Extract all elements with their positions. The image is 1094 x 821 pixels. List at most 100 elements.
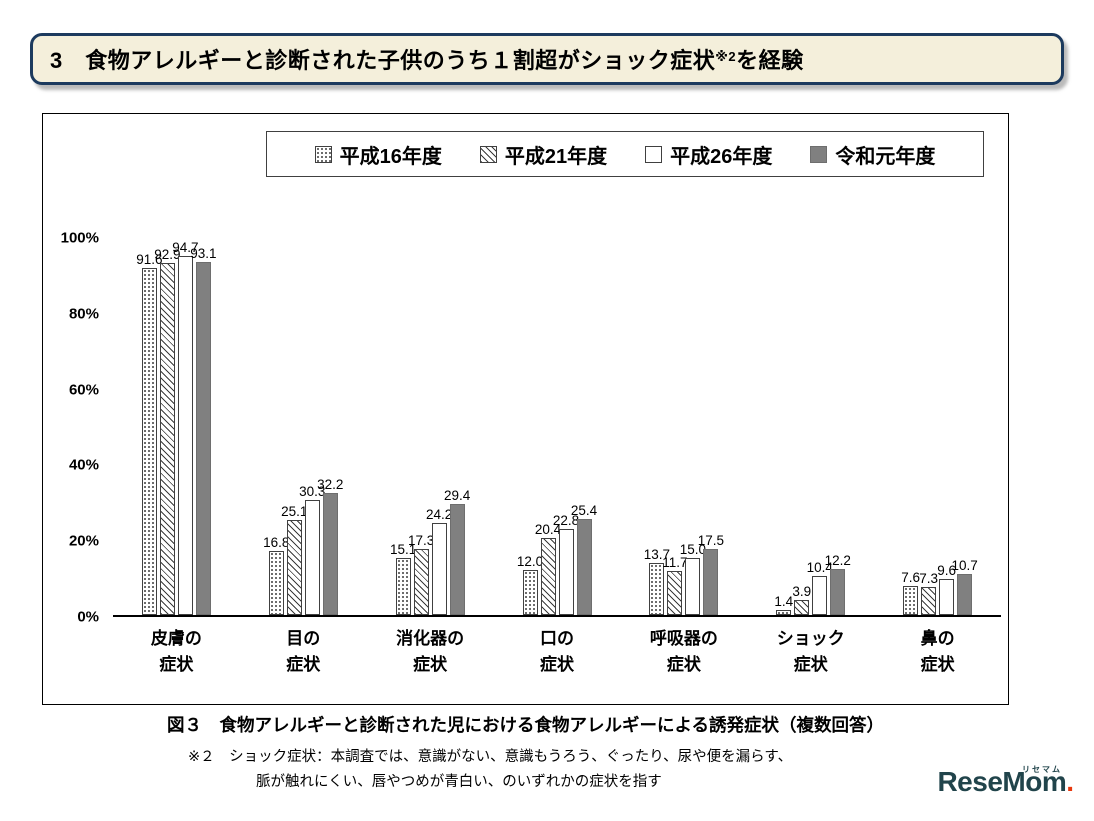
- footnote-line-2: 脈が触れにくい、唇やつめが青白い、のいずれかの症状を指す: [256, 774, 662, 791]
- footnote: ※２ ショック症状：本調査では、意識がない、意識もうろう、ぐったり、尿や便を漏ら…: [188, 745, 792, 796]
- bar-white: 10.4: [807, 560, 833, 615]
- page-title: 3 食物アレルギーと診断された子供のうち１割超がショック症状※2を経験: [50, 43, 804, 75]
- bar-value-label: 29.4: [444, 487, 471, 503]
- bar-gray: 29.4: [444, 488, 470, 615]
- logo-dot: .: [1066, 766, 1074, 797]
- bar-diagonal: 92.9: [154, 247, 181, 615]
- bar-group: 91.6 92.9 94.7 93.1 皮膚の 症状: [113, 238, 240, 674]
- bar-value-label: 3.9: [792, 584, 812, 600]
- bar-dots: 16.8: [263, 535, 289, 615]
- bar-value-label: 24.2: [426, 507, 453, 523]
- bar-gray: 25.4: [571, 503, 597, 615]
- category-label: 消化器の 症状: [396, 629, 465, 675]
- bar-value-label: 12.0: [516, 553, 544, 569]
- bar-group: 12.0 20.4 22.8 25.4 口の 症状: [494, 238, 621, 675]
- bar-dots: 1.4: [774, 594, 793, 615]
- y-tick-label: 60%: [68, 381, 99, 399]
- bar-gray: 12.2: [825, 553, 851, 615]
- bar-diagonal: 25.1: [281, 504, 307, 615]
- bar-white: 15.0: [680, 542, 706, 615]
- bar-white: 22.8: [553, 513, 579, 615]
- bar-value-label: 13.7: [643, 547, 670, 563]
- bar-dots: 7.6: [901, 570, 920, 615]
- bar-gray: 32.2: [317, 477, 343, 615]
- plot-area: 91.6 92.9 94.7 93.1 皮膚の 症状 16.8 25.1 30.3 32.2 目の…: [113, 238, 1001, 675]
- header-banner: 3 食物アレルギーと診断された子供のうち１割超がショック症状※2を経験: [30, 33, 1064, 85]
- bar-value-label: 32.2: [317, 476, 344, 492]
- bar-value-label: 25.4: [570, 502, 598, 518]
- legend-label: 平成16年度: [339, 145, 442, 168]
- bar-diagonal: 20.4: [535, 522, 561, 615]
- legend-item: 平成21年度: [479, 140, 608, 169]
- bar-white: 9.6: [937, 563, 956, 615]
- legend-swatch-white: [645, 145, 663, 163]
- bar-value-label: 7.6: [901, 570, 920, 586]
- bar-gray: 17.5: [698, 533, 724, 615]
- bar-value-label: 94.7: [172, 240, 199, 256]
- bar-value-label: 30.3: [299, 484, 326, 500]
- bar-value-label: 10.7: [951, 558, 978, 574]
- logo-text: ReseMom: [937, 766, 1067, 797]
- bar-value-label: 93.1: [190, 246, 217, 262]
- chart-legend: 平成16年度 平成21年度 平成26年度 令和元年度: [266, 131, 984, 177]
- legend-item: 平成26年度: [645, 140, 772, 169]
- bar-gray: 93.1: [190, 246, 217, 615]
- bar-diagonal: 7.3: [919, 571, 938, 615]
- bar-value-label: 9.6: [937, 562, 956, 578]
- y-tick-label: 100%: [60, 229, 99, 247]
- bar-value-label: 10.4: [806, 559, 833, 575]
- bar-group: 7.6 7.3 9.6 10.7 鼻の 症状: [874, 238, 1001, 674]
- y-axis: 0% 20% 40% 60% 80% 100%: [43, 230, 105, 626]
- bar-value-label: 91.6: [136, 251, 163, 267]
- category-label: 皮膚の 症状: [150, 629, 202, 675]
- figure-caption: 図３ 食物アレルギーと診断された児における食物アレルギーによる誘発症状（複数回答…: [167, 715, 884, 735]
- bar-white: 30.3: [299, 484, 325, 615]
- y-tick-label: 0%: [77, 608, 99, 626]
- bar-white: 24.2: [426, 507, 452, 615]
- bar-group: 13.7 11.7 15.0 17.5 呼吸器の 症状: [620, 238, 747, 675]
- resemom-logo: リセマム ReseMom.: [937, 765, 1074, 806]
- bar-diagonal: 3.9: [792, 584, 811, 615]
- y-tick-label: 80%: [68, 305, 99, 323]
- legend-label: 平成21年度: [504, 145, 608, 168]
- category-label: 目の 症状: [286, 629, 321, 675]
- legend-swatch-diagonal: [479, 145, 497, 163]
- bar-white: 94.7: [172, 240, 199, 615]
- bar-value-label: 25.1: [281, 503, 308, 519]
- bar-dots: 12.0: [517, 554, 543, 615]
- bar-value-label: 7.3: [919, 571, 938, 587]
- bar-group: 16.8 25.1 30.3 32.2 目の 症状: [240, 238, 367, 674]
- bar-dots: 13.7: [644, 547, 670, 615]
- bar-group: 15.1 17.3 24.2 29.4 消化器の 症状: [367, 238, 494, 675]
- bar-diagonal: 17.3: [408, 533, 434, 615]
- page-title-text: 3 食物アレルギーと診断された子供のうち１割超がショック症状: [50, 48, 716, 73]
- legend-item: 平成16年度: [314, 140, 442, 169]
- bar-value-label: 1.4: [774, 593, 794, 609]
- bar-value-label: 22.8: [552, 512, 580, 528]
- y-tick-label: 20%: [68, 532, 99, 550]
- bar-value-label: 17.5: [697, 532, 724, 548]
- page-title-suffix: を経験: [736, 48, 804, 73]
- page-title-superscript: ※2: [715, 49, 737, 64]
- category-label: ショック 症状: [776, 629, 845, 675]
- footnote-line-1: ※２ ショック症状：本調査では、意識がない、意識もうろう、ぐったり、尿や便を漏ら…: [188, 749, 793, 765]
- bar-dots: 91.6: [136, 252, 163, 615]
- bar-dots: 15.1: [390, 542, 416, 615]
- bar-value-label: 16.8: [263, 535, 290, 551]
- bar-gray: 10.7: [951, 558, 978, 615]
- bar-value-label: 17.3: [408, 533, 435, 549]
- bar-value-label: 15.1: [390, 541, 417, 557]
- legend-item: 令和元年度: [810, 140, 935, 169]
- legend-label: 令和元年度: [835, 145, 936, 168]
- y-tick-label: 40%: [68, 456, 99, 474]
- bar-value-label: 20.4: [534, 521, 562, 537]
- bar-value-label: 92.9: [154, 246, 181, 262]
- legend-swatch-gray: [810, 145, 828, 163]
- logo-ruby-text: リセマム: [1022, 765, 1062, 774]
- category-label: 口の 症状: [540, 629, 574, 675]
- legend-label: 平成26年度: [670, 145, 773, 168]
- legend-swatch-dots: [314, 145, 332, 163]
- bar-diagonal: 11.7: [662, 555, 688, 615]
- bar-value-label: 11.7: [662, 554, 688, 570]
- category-label: 鼻の 症状: [920, 629, 955, 675]
